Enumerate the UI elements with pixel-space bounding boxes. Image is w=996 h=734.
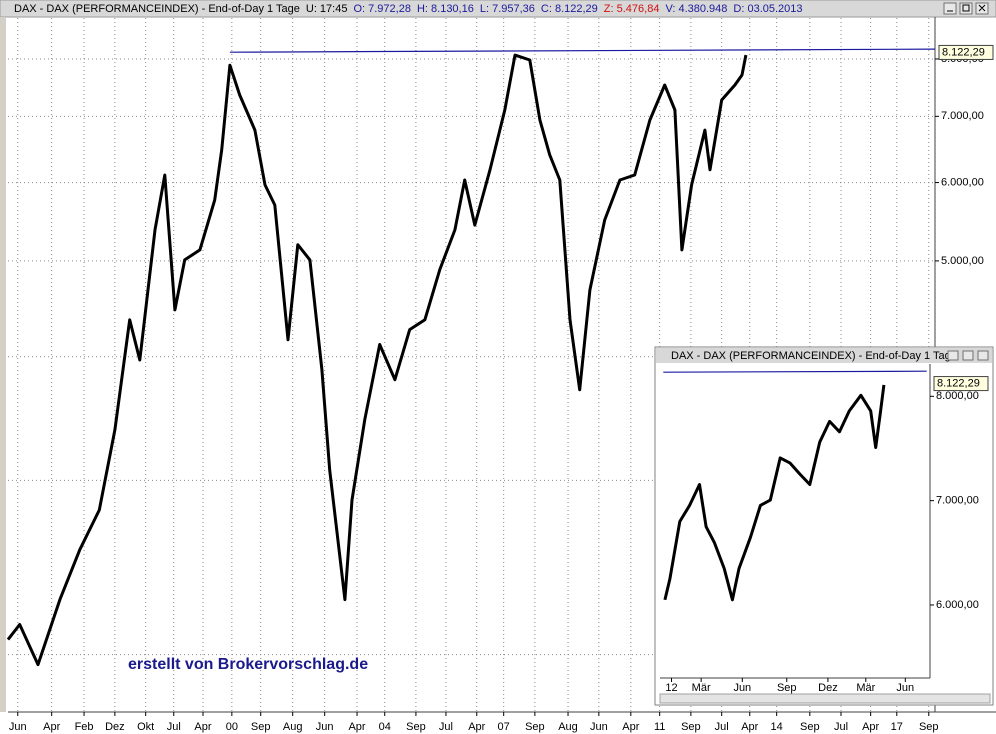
stat: Z: 5.476,84: [604, 3, 660, 15]
reference-line: [663, 370, 927, 373]
x-tick-label: Sep: [777, 682, 797, 694]
x-tick-label: Sep: [919, 721, 939, 733]
x-tick-label: Jul: [439, 721, 453, 733]
x-tick-label: Apr: [862, 721, 879, 733]
reference-line: [229, 48, 936, 53]
inset-title-bar: [656, 348, 992, 363]
inset-close[interactable]: [977, 350, 989, 361]
x-tick-label: Apr: [194, 721, 211, 733]
x-tick-label: Jun: [733, 682, 751, 694]
x-tick-label: Sep: [800, 721, 820, 733]
x-tick-label: 12: [665, 682, 677, 694]
window-button-icons: [947, 4, 986, 12]
x-tick-label: 11: [654, 721, 665, 733]
x-tick-label: Aug: [283, 721, 303, 733]
maximize-button[interactable]: [959, 2, 973, 15]
minimize-button[interactable]: [943, 2, 957, 15]
y-tick-label: 6.000,00: [941, 176, 984, 188]
x-tick-label: Aug: [558, 721, 578, 733]
y-tick-label: 5.000,00: [941, 255, 984, 267]
stat: L: 7.957,36: [480, 3, 535, 15]
price-line: [6, 53, 748, 667]
x-tick-label: Sep: [525, 721, 545, 733]
y-tick-label: 6.000,00: [936, 599, 979, 611]
x-tick-label: 07: [498, 721, 510, 733]
inset-window: [654, 346, 994, 706]
x-tick-label: Jun: [590, 721, 608, 733]
x-tick-label: Feb: [75, 721, 94, 733]
x-tick-label: Dez: [818, 682, 838, 694]
y-tick-label: 8.000,00: [936, 390, 979, 402]
x-tick-label: Jul: [167, 721, 181, 733]
title-bar: [0, 0, 996, 18]
inset-chart: DAX - DAX (PERFORMANCEINDEX) - End-of-Da…: [654, 346, 994, 706]
x-tick-label: Apr: [43, 721, 60, 733]
x-tick-label: Apr: [741, 721, 758, 733]
x-tick-label: Apr: [468, 721, 485, 733]
inset-title: DAX - DAX (PERFORMANCEINDEX) - End-of-Da…: [671, 350, 957, 362]
stat: D: 03.05.2013: [733, 3, 802, 15]
stat: C: 8.122,29: [541, 3, 598, 15]
last-price-label: 8.122,29: [937, 377, 980, 389]
last-price-label: 8.122,29: [942, 46, 985, 58]
x-tick-label: 04: [379, 721, 391, 733]
x-tick-label: Mär: [856, 682, 875, 694]
x-tick-label: Apr: [622, 721, 639, 733]
inset-maximize[interactable]: [962, 350, 974, 361]
x-tick-label: 14: [771, 721, 783, 733]
x-tick-label: Dez: [105, 721, 125, 733]
x-tick-label: Okt: [137, 721, 154, 733]
x-tick-label: Sep: [681, 721, 701, 733]
last-price-box: [933, 376, 989, 392]
x-tick-label: Sep: [251, 721, 271, 733]
y-tick-label: 7.000,00: [941, 110, 984, 122]
x-tick-label: Jul: [715, 721, 729, 733]
x-tick-label: Jun: [316, 721, 334, 733]
inset-scrollbar[interactable]: [659, 693, 991, 704]
x-tick-label: 17: [891, 721, 903, 733]
inset-minimize[interactable]: [947, 350, 959, 361]
x-tick-label: Mär: [692, 682, 711, 694]
title: DAX - DAX (PERFORMANCEINDEX) - End-of-Da…: [14, 3, 300, 15]
stat: O: 7.972,28: [353, 3, 411, 15]
x-tick-label: Sep: [406, 721, 426, 733]
stat: U: 17:45: [306, 3, 348, 15]
left-strip: [0, 17, 6, 712]
price-line: [663, 384, 886, 602]
x-tick-label: 00: [226, 721, 238, 733]
x-tick-label: Jun: [9, 721, 27, 733]
window-title: DAX - DAX (PERFORMANCEINDEX) - End-of-Da…: [14, 3, 803, 15]
stat: V: 4.380.948: [665, 3, 727, 15]
x-tick-label: Jul: [834, 721, 848, 733]
x-tick-label: Apr: [348, 721, 365, 733]
x-tick-label: Jun: [896, 682, 914, 694]
last-price-box: [938, 44, 994, 60]
annotation: erstellt von Brokervorschlag.de: [128, 656, 368, 673]
y-tick-label: 7.000,00: [936, 495, 979, 507]
stat: H: 8.130,16: [417, 3, 474, 15]
